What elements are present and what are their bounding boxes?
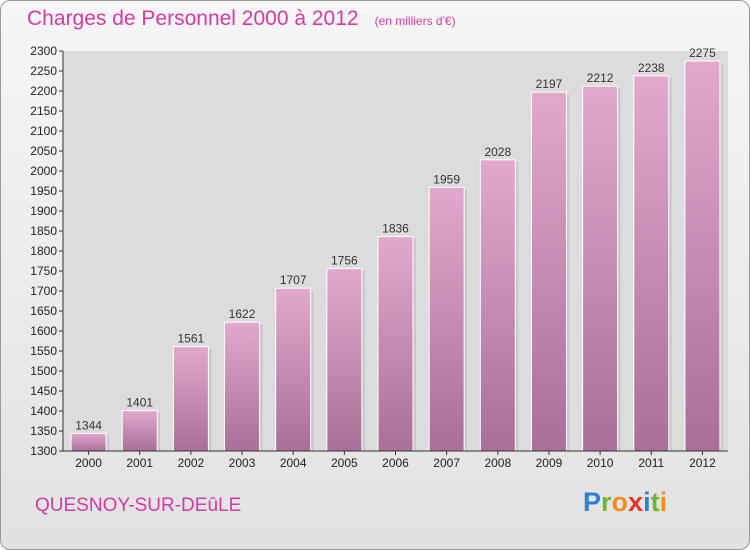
y-tick-label: 1450	[30, 384, 57, 398]
data-label: 2212	[587, 71, 614, 85]
data-label: 2238	[638, 61, 665, 75]
y-tick-label: 1500	[30, 364, 57, 378]
bar-2009	[530, 91, 567, 452]
logo-letter: x	[628, 487, 644, 517]
chart-unit: (en milliers d'€)	[374, 14, 456, 28]
y-tick-label: 2300	[30, 44, 57, 58]
commune-name: QUESNOY-SUR-DEûLE	[35, 495, 242, 516]
y-tick-label: 1400	[30, 404, 57, 418]
x-tick-label: 2000	[75, 456, 102, 470]
y-tick-label: 2150	[30, 104, 57, 118]
bar-2003	[224, 321, 261, 452]
y-tick-label: 1950	[30, 184, 57, 198]
data-label: 2197	[536, 77, 563, 91]
data-label: 1756	[331, 254, 358, 268]
x-tick-label: 2007	[433, 456, 460, 470]
x-tick-label: 2008	[484, 456, 511, 470]
x-tick-label: 2006	[382, 456, 409, 470]
y-tick-label: 1750	[30, 264, 57, 278]
logo-letter: i	[643, 487, 651, 517]
logo-letter: P	[583, 487, 602, 517]
x-tick-label: 2012	[689, 456, 716, 470]
x-tick-label: 2003	[229, 456, 256, 470]
bar-2006	[377, 236, 414, 452]
data-label: 2275	[689, 46, 716, 60]
data-label: 1401	[126, 396, 153, 410]
chart-title: Charges de Personnel 2000 à 2012 (en mill…	[27, 7, 456, 30]
y-tick-label: 1700	[30, 284, 57, 298]
x-tick-label: 2009	[536, 456, 563, 470]
x-tick-label: 2002	[178, 456, 205, 470]
bar-2004	[275, 287, 312, 452]
data-label: 1344	[75, 418, 102, 432]
y-tick-label: 1850	[30, 224, 57, 238]
y-tick-label: 2250	[30, 64, 57, 78]
y-tick-label: 1650	[30, 304, 57, 318]
y-tick-label: 1350	[30, 424, 57, 438]
x-tick-label: 2011	[638, 456, 664, 470]
logo-letter: r	[601, 487, 612, 517]
data-label: 1622	[229, 307, 256, 321]
y-tick-label: 2100	[30, 124, 57, 138]
logo-letter: o	[611, 487, 629, 517]
bar-2012	[684, 60, 721, 452]
y-tick-label: 1600	[30, 324, 57, 338]
y-tick-label: 2000	[30, 164, 57, 178]
bar-2005	[326, 268, 363, 452]
logo-letter: i	[659, 487, 668, 517]
data-label: 1561	[178, 332, 205, 346]
y-tick-label: 1900	[30, 204, 57, 218]
y-tick-label: 1550	[30, 344, 57, 358]
bar-2001	[121, 410, 158, 452]
x-tick-label: 2004	[280, 456, 307, 470]
x-tick-label: 2005	[331, 456, 358, 470]
x-tick-label: 2001	[126, 456, 153, 470]
y-tick-label: 1300	[30, 444, 57, 458]
bar-2010	[582, 85, 619, 452]
data-label: 2028	[484, 145, 511, 159]
bar-2011	[633, 75, 670, 452]
data-label: 1959	[433, 172, 460, 186]
logo-letter: t	[650, 487, 660, 517]
y-tick-label: 2050	[30, 144, 57, 158]
bar-2008	[479, 159, 516, 452]
bar-2000	[70, 432, 107, 452]
bar-2007	[428, 186, 465, 452]
x-tick-label: 2010	[587, 456, 614, 470]
proxiti-logo: Proxiti	[583, 487, 667, 518]
data-label: 1707	[280, 273, 307, 287]
y-tick-label: 1800	[30, 244, 57, 258]
bar-2002	[172, 346, 209, 452]
data-label: 1836	[382, 222, 409, 236]
y-tick-label: 2200	[30, 84, 57, 98]
